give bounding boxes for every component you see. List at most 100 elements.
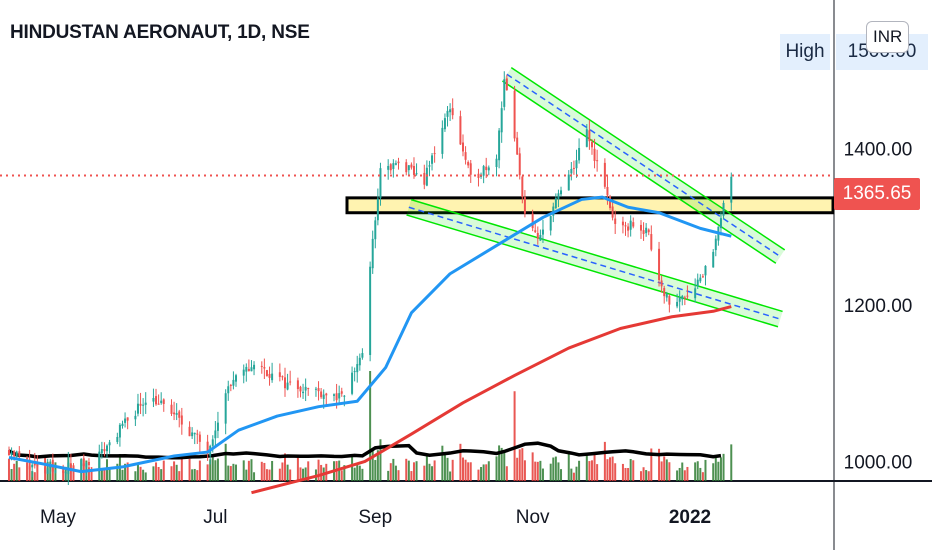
volume-bar (157, 466, 160, 481)
candle-body (376, 198, 379, 221)
volume-bar (503, 452, 506, 481)
volume-bar (198, 460, 201, 481)
volume-bar (428, 463, 431, 481)
volume-bar (121, 469, 124, 481)
volume-bar (459, 443, 462, 481)
candle-body (232, 379, 235, 386)
volume-bar (144, 472, 147, 481)
x-tick-label: 2022 (669, 507, 711, 528)
candle-body (353, 371, 356, 373)
channel-upper-edge-b (510, 67, 786, 251)
candle-body (278, 372, 281, 377)
candle-body (500, 108, 503, 133)
volume-bar (681, 462, 684, 481)
candle-body (108, 442, 111, 446)
candle-body (407, 165, 410, 171)
ma-slow-line (251, 305, 732, 495)
candle-body (389, 164, 392, 171)
candle-body (485, 166, 488, 171)
volume-bar (487, 461, 490, 481)
volume-bar (523, 460, 526, 481)
volume-bar (356, 463, 359, 481)
volume-bar (505, 466, 508, 481)
volume-bar (139, 466, 142, 481)
candle-body (694, 288, 697, 299)
volume-bar (614, 463, 617, 481)
candle-body (387, 165, 390, 170)
candle-body (606, 186, 609, 196)
volume-bar (461, 457, 464, 481)
candle-body (585, 129, 588, 147)
volume-bar (18, 467, 21, 481)
candle-body (714, 238, 717, 251)
candle-body (31, 464, 34, 468)
volume-bar (206, 464, 209, 481)
candle-body (338, 393, 341, 399)
currency-badge[interactable]: INR (866, 21, 910, 53)
candle-body (152, 398, 155, 402)
candle-body (224, 393, 227, 424)
candle-body (446, 110, 449, 117)
volume-bar (152, 466, 155, 481)
volume-bar (683, 470, 686, 481)
candle-body (44, 467, 47, 474)
candle-body (124, 418, 127, 423)
volume-bar (658, 448, 661, 481)
channel-lower-edge-a (406, 214, 779, 328)
volume-bar (374, 460, 377, 481)
volume-bar (10, 469, 13, 481)
volume-bar (480, 467, 483, 481)
volume-bar (15, 460, 18, 481)
candle-body (663, 288, 666, 297)
high-button[interactable]: High (780, 34, 830, 70)
candle-body (361, 353, 364, 358)
candle-body (459, 116, 462, 145)
volume-bar (495, 456, 498, 481)
volume-bar (180, 458, 183, 481)
candle-body (10, 452, 13, 456)
volume-bar (645, 470, 648, 481)
volume-bar (686, 466, 689, 481)
volume-bar (513, 391, 516, 481)
candle-body (712, 251, 715, 268)
volume-bar (126, 462, 129, 481)
candle-body (505, 78, 508, 91)
volume-bar (284, 453, 287, 481)
candle-body (98, 451, 101, 469)
volume-bar (443, 453, 446, 481)
candle-body (82, 458, 85, 467)
volume-bar (260, 461, 263, 481)
candle-body (665, 293, 668, 298)
volume-bar (498, 445, 501, 481)
volume-bar (603, 441, 606, 481)
candle-body (245, 366, 248, 372)
volume-bar (714, 456, 717, 481)
candle-body (307, 388, 310, 390)
candle-body (523, 197, 526, 214)
volume-bar (704, 459, 707, 481)
volume-bar (593, 453, 596, 481)
volume-bar (678, 467, 681, 481)
candle-body (642, 230, 645, 234)
candle-body (103, 449, 106, 452)
candle-body (570, 168, 573, 174)
volume-bar (405, 458, 408, 481)
candle-body (51, 464, 54, 472)
volume-bar (242, 460, 245, 481)
candle-body (188, 426, 191, 437)
volume-bar (441, 445, 444, 481)
volume-bar (477, 469, 480, 481)
volume-bar (13, 463, 16, 481)
candle-body (162, 399, 165, 405)
candle-body (482, 166, 485, 176)
volume-bar (596, 464, 599, 481)
volume-bar (286, 464, 289, 481)
candle-body (216, 422, 219, 431)
volume-bar (7, 458, 10, 481)
candle-body (394, 163, 397, 165)
volume-bar (214, 460, 217, 481)
candle-body (263, 367, 266, 369)
candle-body (539, 234, 542, 241)
candle-body (121, 423, 124, 427)
